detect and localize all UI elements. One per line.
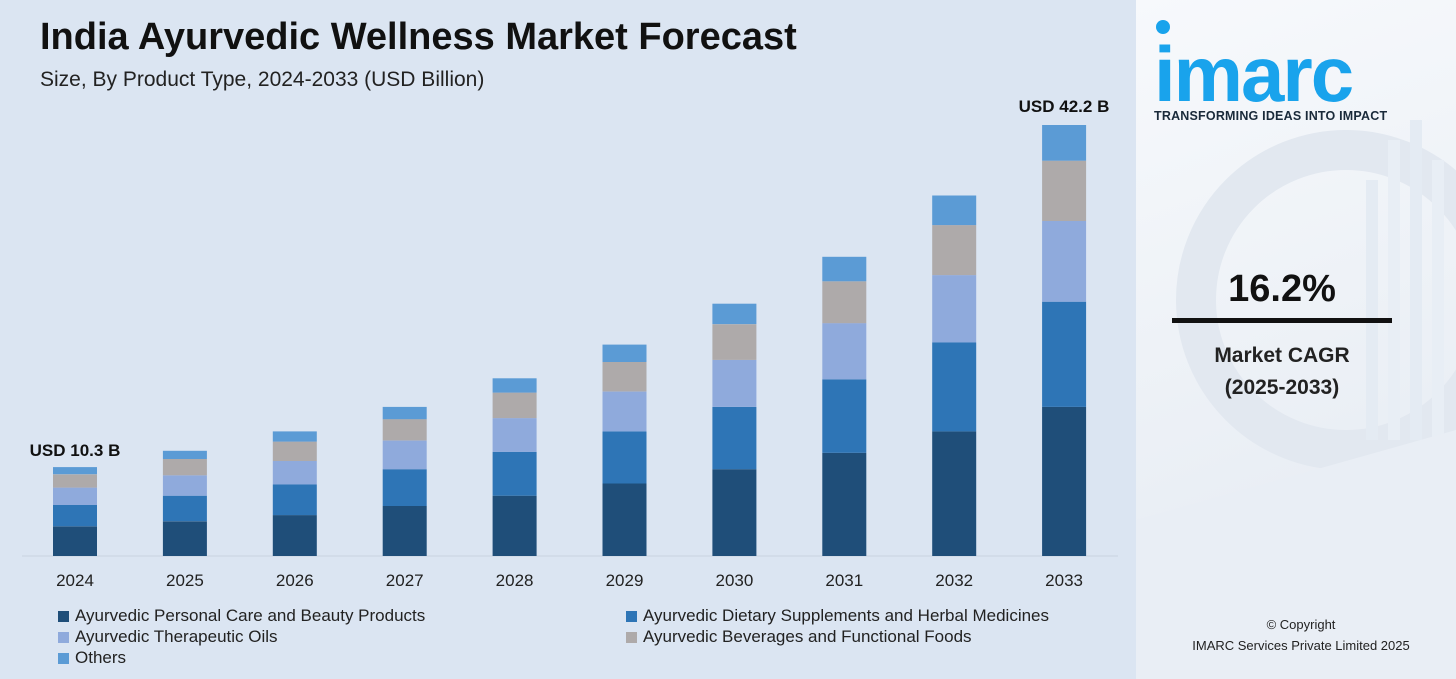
- x-tick-label-2031: 2031: [825, 571, 863, 590]
- bar-segment-2033-s3: [1042, 160, 1087, 221]
- bar-segment-2025-s3: [162, 459, 207, 476]
- x-tick-label-2032: 2032: [935, 571, 973, 590]
- chart-title: India Ayurvedic Wellness Market Forecast: [40, 16, 797, 58]
- legend-label: Others: [75, 648, 127, 667]
- copyright-line1: © Copyright: [1266, 617, 1336, 632]
- bar-segment-2029-s3: [602, 361, 647, 392]
- bar-segment-2032-s2: [932, 275, 977, 343]
- chart-panel: India Ayurvedic Wellness Market Forecast…: [22, 16, 1118, 672]
- bar-segment-2026-s4: [272, 431, 317, 442]
- legend-item-therapeutic-oils: Ayurvedic Therapeutic Oils: [58, 627, 278, 647]
- bar-segment-2033-s0: [1042, 406, 1087, 556]
- x-tick-label-2027: 2027: [386, 571, 424, 590]
- bar-segment-2033-s1: [1042, 301, 1087, 407]
- bar-segment-2027-s4: [382, 406, 427, 420]
- bar-segment-2032-s1: [932, 342, 977, 432]
- copyright: © Copyright IMARC Services Private Limit…: [1156, 614, 1446, 656]
- bar-segment-2029-s2: [602, 391, 647, 432]
- bar-segment-2025-s2: [162, 475, 207, 496]
- legend-label: Ayurvedic Beverages and Functional Foods: [643, 627, 972, 646]
- bar-segment-2026-s1: [272, 484, 317, 516]
- bar-segment-2028-s4: [492, 378, 537, 393]
- bar-segment-2025-s4: [162, 450, 207, 459]
- x-tick-label-2025: 2025: [166, 571, 204, 590]
- total-label-2024: USD 10.3 B: [30, 441, 121, 460]
- bar-segment-2033-s4: [1042, 125, 1087, 161]
- bar-segment-2030-s3: [712, 324, 757, 360]
- bar-segment-2024-s4: [53, 467, 97, 475]
- bar-segment-2028-s0: [492, 495, 537, 556]
- cagr-label-line2: (2025-2033): [1224, 376, 1340, 399]
- total-label-2033: USD 42.2 B: [1019, 97, 1110, 116]
- cagr-label: Market CAGR (2025-2033): [1172, 340, 1392, 404]
- logo-tagline: TRANSFORMING IDEAS INTO IMPACT: [1154, 109, 1388, 123]
- legend-label: Ayurvedic Dietary Supplements and Herbal…: [643, 606, 1049, 625]
- bar-segment-2028-s3: [492, 392, 537, 419]
- bar-segment-2032-s4: [932, 195, 977, 226]
- bar-segment-2029-s0: [602, 483, 647, 556]
- stacked-bar-chart: 2024 2025 2026 2027 2028 2029 2030 2031 2032 2033…: [22, 97, 1118, 590]
- bar-segment-2032-s0: [932, 431, 977, 556]
- legend-swatch: [626, 610, 637, 622]
- chart-legend: Ayurvedic Personal Care and Beauty Produ…: [58, 606, 1118, 672]
- legend-item-personal-care: Ayurvedic Personal Care and Beauty Produ…: [58, 606, 425, 626]
- bar-segment-2026-s3: [272, 441, 317, 461]
- bar-segment-2030-s1: [712, 406, 757, 470]
- legend-swatch: [58, 652, 69, 664]
- bar-segment-2024-s1: [53, 504, 97, 527]
- cagr-divider: [1172, 318, 1392, 323]
- x-tick-label-2030: 2030: [715, 571, 753, 590]
- bar-segment-2024-s2: [53, 487, 97, 505]
- legend-item-beverages: Ayurvedic Beverages and Functional Foods: [626, 627, 972, 647]
- bar-segment-2027-s0: [382, 506, 427, 556]
- cagr-value: 16.2%: [1228, 268, 1336, 310]
- legend-swatch: [58, 610, 69, 622]
- bar-segment-2024-s0: [53, 526, 97, 556]
- bar-segment-2028-s1: [492, 451, 537, 496]
- bar-segment-2031-s2: [822, 323, 867, 380]
- x-tick-label-2028: 2028: [496, 571, 534, 590]
- bar-segment-2025-s0: [162, 521, 207, 556]
- bar-segment-2027-s2: [382, 440, 427, 470]
- bar-segment-2026-s2: [272, 461, 317, 485]
- bar-segment-2027-s1: [382, 469, 427, 506]
- bar-segment-2033-s2: [1042, 221, 1087, 302]
- bar-segment-2028-s2: [492, 418, 537, 452]
- logo-text: imarc: [1154, 30, 1354, 118]
- decorative-background-chart: [1136, 120, 1456, 679]
- bar-segment-2031-s0: [822, 452, 867, 556]
- bar-segment-2031-s4: [822, 256, 867, 282]
- info-sidebar: imarc TRANSFORMING IDEAS INTO IMPACT 16.…: [1136, 0, 1456, 679]
- legend-swatch: [58, 631, 69, 643]
- x-tick-label-2033: 2033: [1045, 571, 1083, 590]
- bar-segment-2025-s1: [162, 495, 207, 522]
- bar-segment-2030-s4: [712, 303, 757, 325]
- legend-item-others: Others: [58, 648, 126, 668]
- imarc-logo: imarc: [1150, 20, 1440, 114]
- legend-swatch: [626, 631, 637, 643]
- x-tick-label-2026: 2026: [276, 571, 314, 590]
- logo-dot-icon: [1156, 20, 1170, 34]
- bar-segment-2030-s2: [712, 359, 757, 407]
- bar-segment-2029-s4: [602, 344, 647, 362]
- cagr-label-line1: Market CAGR: [1214, 344, 1350, 367]
- bar-segment-2032-s3: [932, 225, 977, 276]
- bar-segment-2027-s3: [382, 419, 427, 441]
- bar-segment-2029-s1: [602, 431, 647, 484]
- bar-segment-2031-s1: [822, 379, 867, 453]
- bar-segment-2024-s3: [53, 474, 97, 488]
- legend-item-dietary-supplements: Ayurvedic Dietary Supplements and Herbal…: [626, 606, 1049, 626]
- legend-label: Ayurvedic Personal Care and Beauty Produ…: [75, 606, 426, 625]
- copyright-line2: IMARC Services Private Limited 2025: [1192, 638, 1410, 653]
- x-tick-label-2024: 2024: [56, 571, 94, 590]
- bar-segment-2031-s3: [822, 281, 867, 324]
- bar-segment-2026-s0: [272, 515, 317, 556]
- chart-subtitle: Size, By Product Type, 2024-2033 (USD Bi…: [40, 68, 485, 91]
- x-tick-label-2029: 2029: [606, 571, 644, 590]
- legend-label: Ayurvedic Therapeutic Oils: [75, 627, 278, 646]
- bar-segment-2030-s0: [712, 469, 757, 556]
